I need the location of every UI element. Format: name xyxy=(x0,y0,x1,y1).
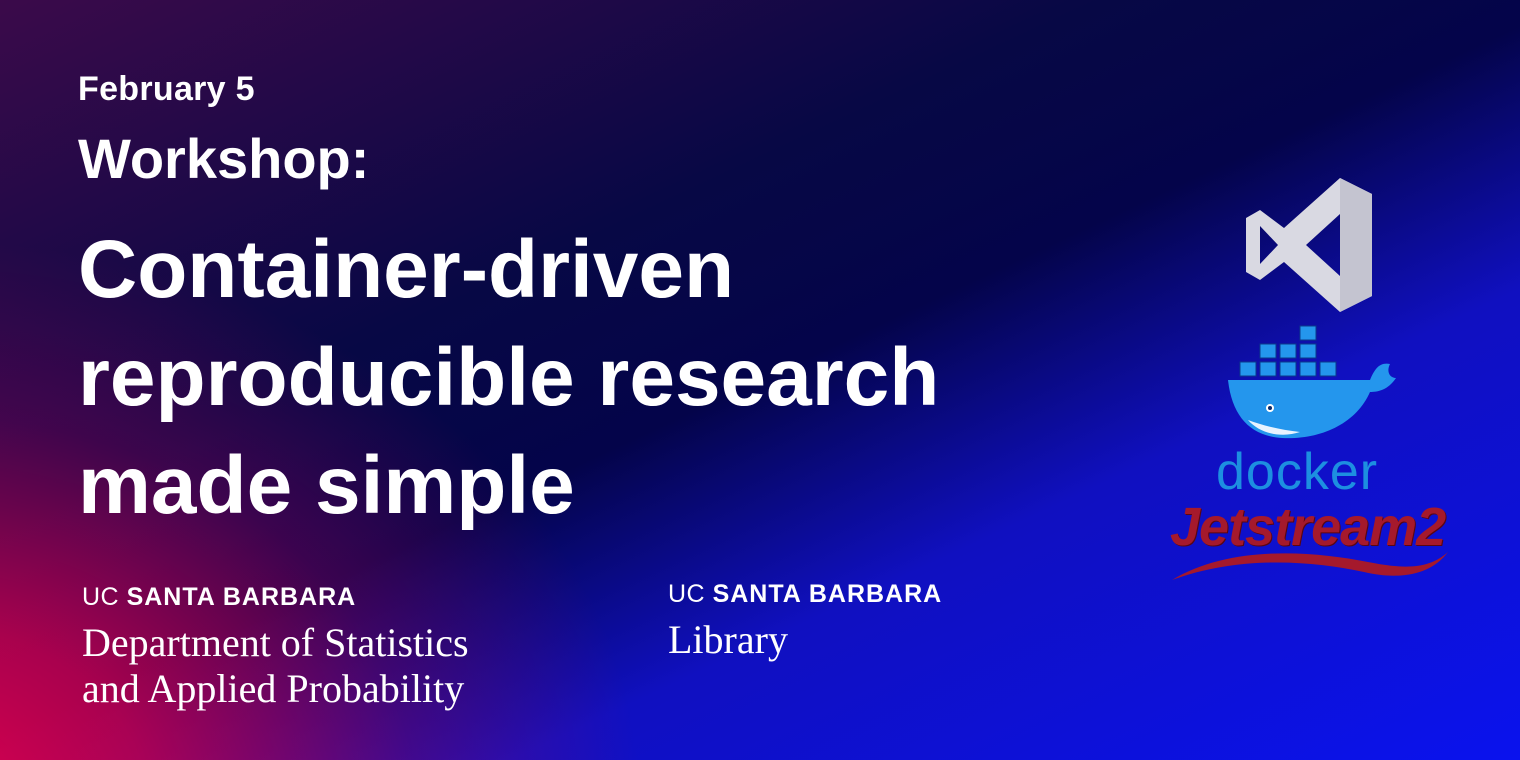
jetstream-wordmark: Jetstream2 xyxy=(1170,497,1446,557)
docker-wordmark: docker xyxy=(1216,443,1379,501)
docker-whale-icon xyxy=(1228,325,1396,439)
event-date: February 5 xyxy=(78,70,255,108)
affiliation-unit: Department of Statistics and Applied Pro… xyxy=(82,620,469,712)
title-line: reproducible research xyxy=(78,332,940,423)
title-line: made simple xyxy=(78,440,575,531)
event-kicker: Workshop: xyxy=(78,127,370,190)
campus-text: SANTA BARBARA xyxy=(126,583,357,611)
unit-line: and Applied Probability xyxy=(82,666,465,711)
title-line: Container-driven xyxy=(78,224,735,315)
swoosh-icon xyxy=(1172,552,1448,580)
affiliation-library: UC SANTA BARBARA Library xyxy=(668,580,942,663)
uc-text: UC xyxy=(82,583,120,611)
tool-logos: docker Jetstream2 xyxy=(1160,160,1460,600)
campus-text: SANTA BARBARA xyxy=(712,580,943,608)
affiliation-unit: Library xyxy=(668,617,942,663)
unit-line: Department of Statistics xyxy=(82,620,469,665)
affiliation-statistics: UC SANTA BARBARA Department of Statistic… xyxy=(82,583,469,712)
event-title: Container-driven reproducible research m… xyxy=(78,216,1118,540)
uc-text: UC xyxy=(668,580,706,608)
vscode-logo-icon xyxy=(1246,178,1372,312)
affiliation-wordmark: UC SANTA BARBARA xyxy=(82,583,469,612)
unit-line: Library xyxy=(668,617,788,662)
jetstream-logo: Jetstream2 xyxy=(1168,496,1458,586)
affiliation-wordmark: UC SANTA BARBARA xyxy=(668,580,942,609)
